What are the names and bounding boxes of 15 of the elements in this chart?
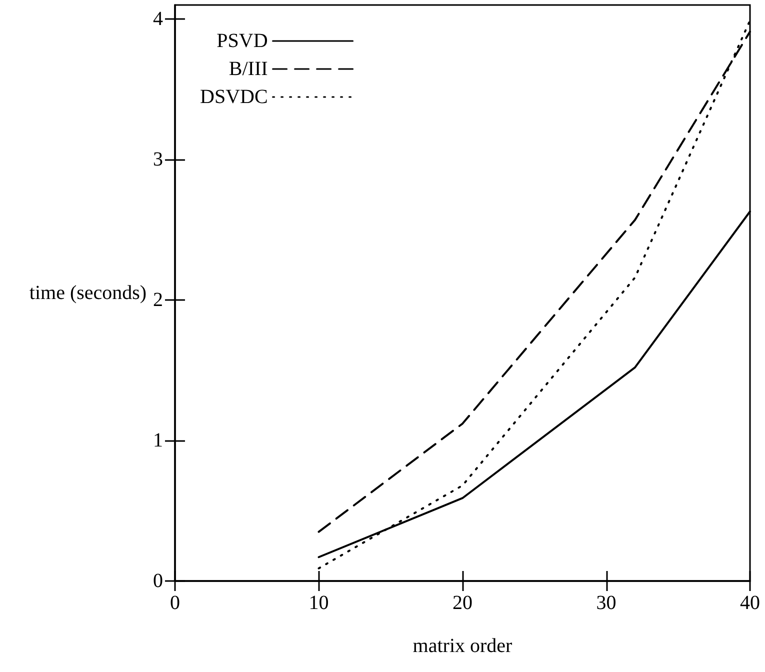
x-tick-label: 40 [740,592,760,614]
y-tick-label: 3 [153,148,163,171]
y-tick-label: 0 [153,570,163,592]
x-tick-label: 0 [170,592,180,614]
y-tick-label: 2 [153,289,163,312]
x-tick-label: 30 [596,592,616,614]
x-tick-label: 10 [308,592,329,614]
y-tick-label: 1 [153,430,163,452]
y-axis-title: time (seconds) [29,282,147,304]
x-axis-title: matrix order [412,635,513,657]
legend-label: B/III [228,58,268,80]
legend-label: DSVDC [200,86,268,108]
y-tick-label: 4 [153,8,163,30]
x-tick-label: 20 [452,592,472,614]
legend-label: PSVD [216,30,268,52]
